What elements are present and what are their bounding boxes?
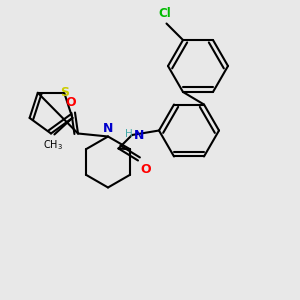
Text: Cl: Cl: [159, 7, 171, 20]
Text: N: N: [103, 122, 113, 135]
Text: H: H: [125, 129, 133, 140]
Text: O: O: [140, 163, 151, 176]
Text: CH$_3$: CH$_3$: [43, 138, 63, 152]
Text: N: N: [134, 129, 144, 142]
Text: S: S: [60, 86, 69, 99]
Text: O: O: [65, 96, 76, 109]
